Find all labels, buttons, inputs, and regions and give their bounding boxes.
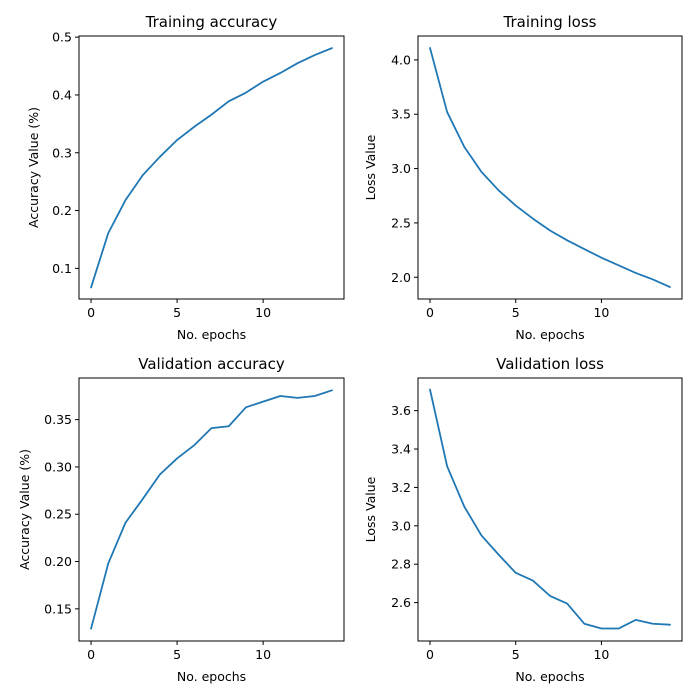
y-tick-label: 0.4 [52, 87, 72, 102]
series-line [429, 47, 671, 288]
x-tick-label: 5 [173, 305, 181, 320]
series-line [429, 388, 671, 630]
y-tick-label: 0.30 [44, 459, 72, 474]
x-axis-label: No. epochs [515, 327, 584, 342]
axes-frame [78, 377, 345, 642]
x-tick-label: 0 [426, 647, 434, 662]
axes-frame [417, 35, 683, 300]
y-tick-label: 2.5 [391, 215, 411, 230]
y-tick-label: 0.20 [44, 554, 72, 569]
subplot-validation-accuracy: Validation accuracy 0 5 10 0.15 0.20 0.25 0.30 0… [17, 355, 345, 684]
y-axis-label: Loss Value [363, 134, 378, 200]
y-tick-label: 0.5 [52, 30, 72, 45]
x-tick-label: 5 [512, 305, 520, 320]
y-axis-label: Loss Value [363, 476, 378, 542]
x-tick-label: 5 [173, 647, 181, 662]
subplot-training-loss: Training loss 0 5 10 2.0 2.5 3.0 3.5 4.0 No. epoc… [363, 13, 683, 342]
y-tick-label: 3.0 [391, 161, 411, 176]
x-axis-label: No. epochs [515, 669, 584, 684]
chart-title: Validation accuracy [138, 355, 285, 373]
y-tick-label: 0.35 [44, 412, 72, 427]
x-tick-label: 0 [87, 305, 95, 320]
subplot-validation-loss: Validation loss 0 5 10 2.6 2.8 3.0 3.2 3.4 3.6 No.… [363, 355, 683, 684]
y-tick-label: 3.4 [391, 442, 411, 457]
axes-frame [417, 377, 683, 642]
x-axis-label: No. epochs [177, 669, 246, 684]
x-tick-label: 0 [87, 647, 95, 662]
x-tick-label: 0 [426, 305, 434, 320]
y-tick-label: 4.0 [391, 52, 411, 67]
y-tick-label: 3.2 [391, 480, 411, 495]
chart-title: Validation loss [496, 355, 604, 373]
y-tick-label: 0.3 [52, 145, 72, 160]
y-tick-label: 2.0 [391, 270, 411, 285]
y-tick-label: 2.8 [391, 557, 411, 572]
y-tick-label: 3.0 [391, 518, 411, 533]
y-tick-label: 0.15 [44, 601, 72, 616]
x-tick-label: 10 [593, 647, 609, 662]
x-axis-label: No. epochs [177, 327, 246, 342]
x-tick-label: 5 [512, 647, 520, 662]
y-tick-label: 3.6 [391, 403, 411, 418]
y-tick-label: 2.6 [391, 595, 411, 610]
y-tick-label: 0.1 [52, 261, 72, 276]
x-tick-label: 10 [255, 647, 271, 662]
y-axis-label: Accuracy Value (%) [17, 449, 32, 570]
y-tick-label: 0.2 [52, 203, 72, 218]
y-tick-label: 0.25 [44, 507, 72, 522]
x-tick-label: 10 [255, 305, 271, 320]
series-line [90, 47, 333, 289]
y-tick-label: 3.5 [391, 107, 411, 122]
chart-title: Training accuracy [145, 13, 278, 31]
x-tick-label: 10 [593, 305, 609, 320]
y-axis-label: Accuracy Value (%) [26, 107, 41, 228]
subplot-training-accuracy: Training accuracy 0 5 10 0.1 0.2 0.3 0.4 0.5 No. … [26, 13, 345, 342]
axes-frame [78, 35, 345, 300]
series-line [90, 389, 333, 630]
chart-title: Training loss [503, 13, 597, 31]
